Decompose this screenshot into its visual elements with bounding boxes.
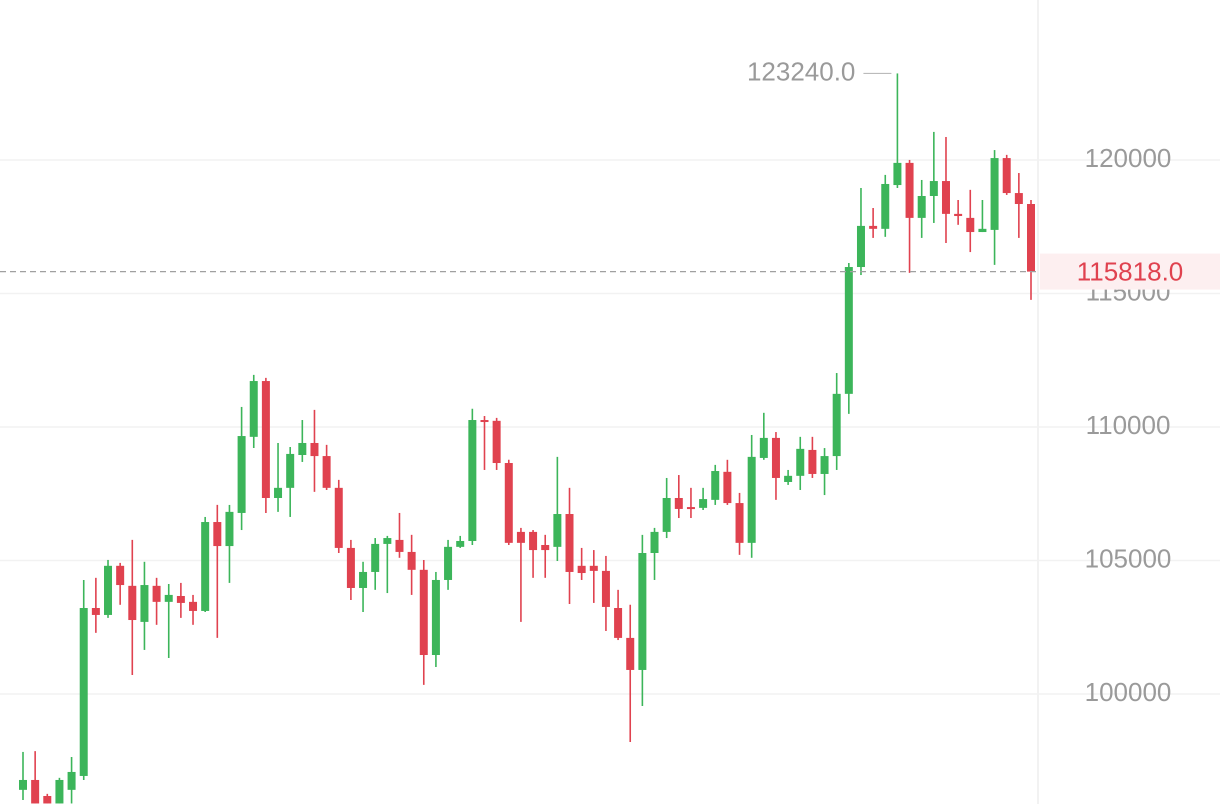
candle-body (747, 456, 756, 543)
candle-body (31, 779, 40, 804)
candle-body (869, 225, 878, 229)
last-price-box (1040, 253, 1220, 290)
candle-body (1014, 193, 1023, 205)
candle-body (201, 522, 210, 611)
candle-body (832, 393, 841, 457)
candle-body (346, 547, 355, 588)
candle-body (152, 585, 161, 602)
candle-body (79, 608, 88, 776)
candle-body (261, 381, 270, 498)
candle-body (723, 471, 732, 504)
candle-body (322, 456, 331, 488)
candle-body (128, 585, 137, 621)
candle-body (966, 217, 975, 233)
candle-body (237, 436, 246, 513)
candle-body (784, 475, 793, 482)
candle-body (941, 181, 950, 214)
candle-body (978, 228, 987, 233)
high-marker-label: 123240.0 (747, 56, 855, 86)
candle-body (104, 565, 113, 615)
candle-body (189, 601, 198, 611)
candle-body (213, 522, 222, 547)
last-price-label: 115818.0 (1077, 256, 1184, 286)
candle-body (541, 544, 550, 551)
y-tick-label: 105000 (1085, 543, 1172, 573)
candle-body (468, 420, 477, 541)
candle-body (43, 795, 52, 804)
candle-body (492, 420, 501, 464)
candle-body (480, 420, 489, 423)
candle-body (881, 183, 890, 229)
candle-body (67, 771, 76, 790)
candle-body (626, 637, 635, 670)
candle-body (553, 514, 562, 547)
candle-body (905, 162, 914, 218)
candle-body (164, 594, 173, 602)
candle-body (225, 511, 234, 547)
candle-body (614, 608, 623, 638)
candle-body (844, 267, 853, 394)
candle-body (116, 565, 125, 586)
candle-body (504, 463, 513, 543)
candle-body (419, 569, 428, 656)
candle-body (929, 181, 938, 196)
candle-body (954, 213, 963, 217)
candle-body (917, 195, 926, 218)
candle-body (456, 540, 465, 547)
candle-body (589, 565, 598, 571)
candle-body (286, 453, 295, 488)
y-tick-label: 110000 (1086, 410, 1171, 440)
candle-body (796, 448, 805, 476)
candle-body (444, 546, 453, 580)
y-tick-label: 100000 (1085, 677, 1172, 707)
candle-body (735, 503, 744, 543)
candle-body (334, 487, 343, 548)
candle-body (577, 565, 586, 574)
candle-body (699, 499, 708, 508)
candle-body (359, 571, 368, 588)
candle-body (274, 487, 283, 498)
candle-body (1027, 204, 1035, 272)
candle-body (395, 539, 404, 552)
candle-body (771, 437, 780, 478)
candle-body (371, 543, 380, 572)
candle-body (529, 531, 538, 551)
candle-body (808, 449, 817, 474)
candle-body (711, 471, 720, 500)
candle-body (686, 507, 695, 510)
candle-body (638, 553, 647, 670)
candle-body (298, 442, 307, 456)
candle-body (383, 538, 392, 544)
candle-body (820, 456, 829, 474)
candle-body (249, 381, 258, 437)
candle-body (516, 531, 525, 543)
candle-body (759, 437, 768, 458)
candle-body (176, 595, 185, 603)
candle-body (91, 608, 100, 615)
candle-body (893, 162, 902, 186)
candle-body (431, 579, 440, 656)
candle-body (674, 497, 683, 509)
candle-body (650, 531, 659, 554)
y-tick-label: 120000 (1085, 143, 1172, 173)
candle-body (407, 551, 416, 570)
candle-body (1002, 158, 1011, 194)
candle-body (990, 158, 999, 230)
candle-body (140, 585, 149, 622)
candle-body (19, 779, 27, 790)
candle-body (601, 570, 610, 607)
candle-body (856, 225, 865, 268)
candle-body (310, 442, 319, 457)
candle-body (662, 497, 671, 532)
candle-body (55, 779, 64, 804)
candle-body (565, 514, 574, 572)
